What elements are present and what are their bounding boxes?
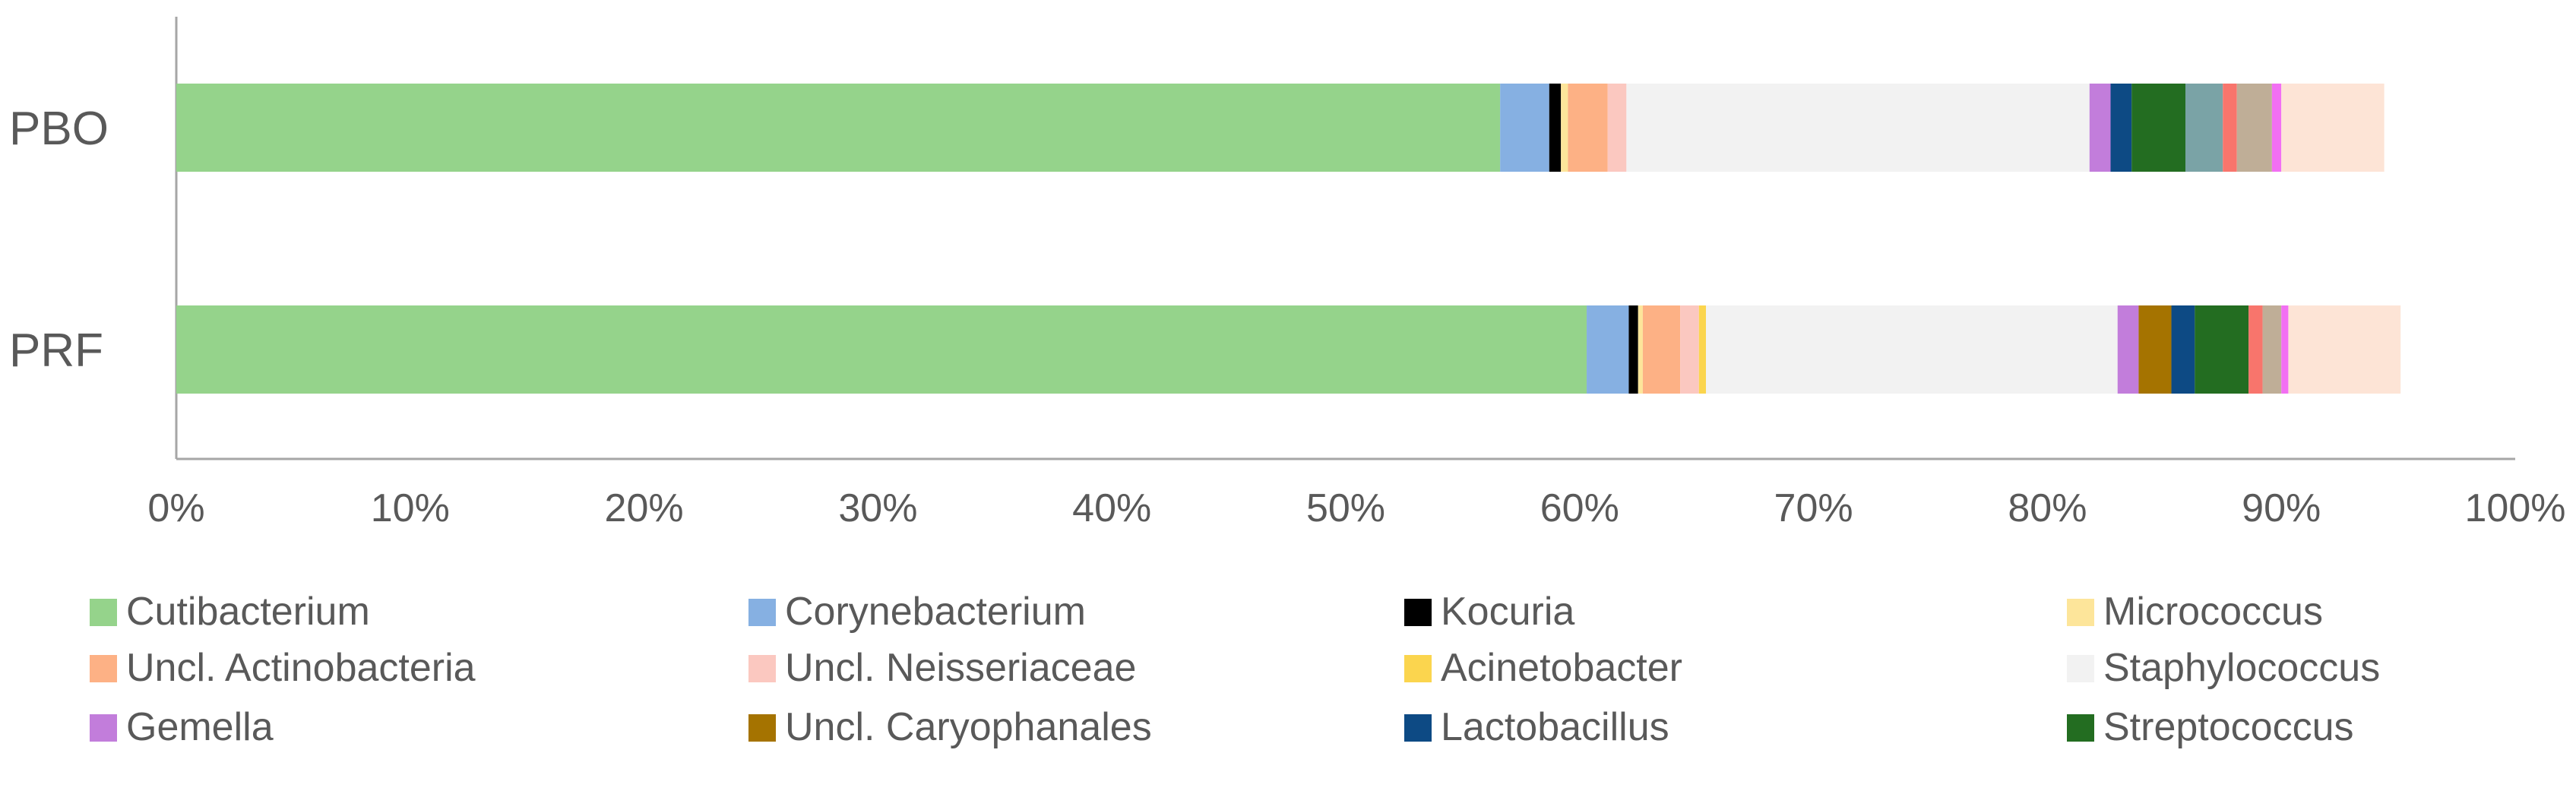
axis-labels: 0% 10% 20% 30% 40% 50% 60% 70% 80% 90% 100% PBO PRF [9, 103, 2566, 530]
legend-swatch [1404, 655, 1432, 682]
x-tick-label: 20% [605, 486, 684, 530]
bar-segment [2281, 305, 2289, 394]
bar-segment [2281, 84, 2385, 172]
bar-segment [2089, 84, 2111, 172]
legend-label: Gemella [126, 705, 274, 749]
legend-label: Cutibacterium [126, 590, 370, 634]
bar-segment [2271, 84, 2282, 172]
bar-segment [2171, 305, 2195, 394]
bar-segment [1628, 305, 1638, 394]
bar-segment [1638, 305, 1643, 394]
legend-swatch [2067, 714, 2094, 742]
bar-segment [2236, 84, 2272, 172]
legend-swatch [2067, 655, 2094, 682]
legend-swatch [1404, 599, 1432, 626]
legend-label: Uncl. Neisseriaceae [785, 646, 1136, 690]
legend-swatch [748, 655, 776, 682]
legend-label: Streptococcus [2103, 705, 2354, 749]
x-tick-label: 40% [1072, 486, 1151, 530]
legend-swatch [90, 655, 117, 682]
legend: Cutibacterium Corynebacterium Kocuria Micro… [90, 590, 2380, 749]
bar-segment [1698, 305, 1707, 394]
bar-segment [2248, 305, 2263, 394]
legend-swatch [90, 599, 117, 626]
bar-segment [1500, 84, 1549, 172]
x-tick-label: 0% [147, 486, 204, 530]
legend-label: Micrococcus [2103, 590, 2323, 634]
bar-segment [2223, 84, 2237, 172]
bar-segment [2288, 305, 2401, 394]
bar-segment [2131, 84, 2186, 172]
bar-segment [1680, 305, 1699, 394]
bar-segment [1568, 84, 1608, 172]
x-tick-label: 90% [2242, 486, 2321, 530]
bar-segment [1587, 305, 1629, 394]
bar-segment [1626, 84, 2090, 172]
x-tick-label: 70% [1774, 486, 1853, 530]
bars [176, 84, 2401, 394]
bar-segment [2110, 84, 2132, 172]
bar-segment [2262, 305, 2282, 394]
x-tick-label: 60% [1540, 486, 1619, 530]
legend-label: Acinetobacter [1441, 646, 1682, 690]
y-category-label: PRF [9, 324, 103, 377]
legend-swatch [748, 599, 776, 626]
legend-label: Uncl. Caryophanales [785, 705, 1152, 749]
bar-segment [1561, 84, 1568, 172]
bar-segment [1642, 305, 1681, 394]
legend-swatch [2067, 599, 2094, 626]
x-tick-label: 80% [2008, 486, 2087, 530]
bar-segment [2185, 84, 2223, 172]
bar-segment [2195, 305, 2249, 394]
bar-segment [2138, 305, 2172, 394]
bar-segment [1549, 84, 1562, 172]
x-tick-label: 100% [2465, 486, 2566, 530]
legend-swatch [748, 714, 776, 742]
x-tick-label: 30% [838, 486, 917, 530]
legend-label: Staphylococcus [2103, 646, 2380, 690]
legend-swatch [1404, 714, 1432, 742]
bar-segment [176, 305, 1587, 394]
legend-label: Kocuria [1441, 590, 1574, 634]
legend-label: Lactobacillus [1441, 705, 1669, 749]
bar-segment [176, 84, 1501, 172]
legend-label: Corynebacterium [785, 590, 1086, 634]
x-tick-label: 50% [1306, 486, 1385, 530]
legend-swatch [90, 714, 117, 742]
bar-segment [2117, 305, 2139, 394]
x-tick-label: 10% [371, 486, 450, 530]
y-category-label: PBO [9, 103, 109, 155]
legend-label: Uncl. Actinobacteria [126, 646, 476, 690]
bar-segment [1607, 84, 1627, 172]
bar-segment [1706, 305, 2118, 394]
